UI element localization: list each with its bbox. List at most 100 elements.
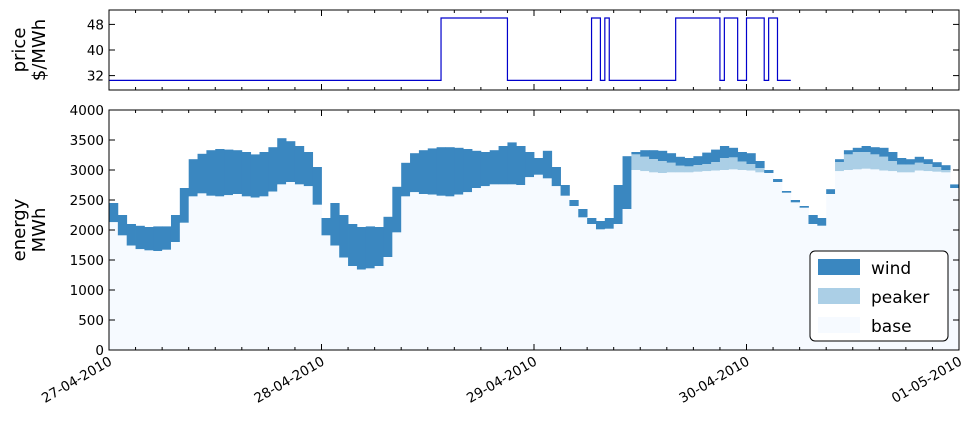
wind-bar [232,150,243,194]
wind-bar [719,146,730,158]
legend-label-base: base [871,317,912,337]
energy-y-tick-labels: 0 500 1000 1500 2000 2500 3000 3500 4000 [70,103,104,359]
wind-bar [197,153,207,194]
energy-x-tick-label: 30-04-2010 [677,354,753,407]
base-bar [534,174,544,350]
wind-bar [764,170,774,173]
wind-bar [640,150,650,157]
wind-bar [144,227,154,251]
wind-bar [507,142,517,185]
wind-bar [472,150,482,188]
base-bar [418,194,429,350]
base-bar [622,209,632,350]
wind-bar [427,148,437,195]
peaker-bar [675,165,685,173]
wind-bar [109,203,119,223]
base-bar [719,170,730,350]
base-bar [560,195,570,350]
price-y-tick-label: 48 [87,17,104,33]
base-bar [525,177,535,350]
wind-bar [463,149,473,193]
wind-bar [622,156,632,209]
base-bar [374,266,384,350]
wind-bar [773,179,783,182]
base-bar [250,197,260,350]
wind-bar [728,147,739,158]
base-bar [498,184,508,350]
wind-bar [259,152,269,197]
base-bar [135,249,145,350]
wind-bar [126,224,136,246]
wind-bar [604,218,615,229]
wind-bar [188,159,198,197]
wind-bar [534,158,544,175]
price-y-tick-labels: 32 40 48 [87,17,104,84]
base-bar [728,169,739,350]
peaker-bar [719,158,730,170]
energy-y-tick-label: 1500 [70,253,104,269]
wind-bar [241,152,252,197]
energy-y-tick-label: 3000 [70,163,104,179]
wind-bar [480,152,491,187]
peaker-bar [711,162,721,171]
energy-x-tick-label: 29-04-2010 [464,354,540,407]
wind-bar [117,215,128,236]
peaker-bar [746,164,756,171]
base-bar [268,191,278,350]
base-bar [427,194,437,350]
legend-swatch-peaker [818,288,860,304]
wind-bar [666,153,677,163]
base-bar [224,195,234,350]
wind-bar [649,150,659,160]
wind-bar [206,150,216,196]
peaker-bar [870,154,880,170]
energy-x-tick-label: 27-04-2010 [39,354,115,407]
base-bar [711,170,721,350]
wind-bar [746,153,756,164]
wind-bar [286,141,296,182]
base-bar [463,192,473,350]
base-bar [649,172,659,350]
legend-swatch-wind [818,259,860,275]
base-bar [799,207,809,350]
legend: wind peaker base [809,250,949,342]
energy-y-tick-label: 500 [78,313,104,329]
wind-bar [781,191,792,193]
price-panel: 32 40 48 price $/MWh [9,9,960,91]
price-ylabel-line2: $/MWh [29,19,50,81]
wind-bar [870,147,880,155]
base-bar [790,202,801,350]
base-bar [666,172,677,350]
base-bar [587,224,597,350]
wind-bar [675,156,685,166]
price-y-tick-label: 40 [87,43,104,59]
price-ticks [108,10,960,90]
base-bar [392,232,402,350]
energy-y-tick-label: 2000 [70,223,104,239]
wind-bar [808,215,818,224]
wind-bar [905,159,916,165]
wind-bar [162,226,172,250]
base-bar [170,242,181,350]
energy-x-tick-label: 01-05-2010 [889,354,965,407]
energy-x-tick-label: 28-04-2010 [252,354,328,407]
base-bar [472,188,482,350]
wind-bar [401,162,411,197]
base-bar [321,235,331,350]
base-bar [950,188,960,350]
wind-bar [250,154,260,198]
base-bar [737,170,747,350]
legend-swatch-base [818,317,860,333]
energy-ylabel-line2: MWh [29,208,50,253]
peaker-bar [666,162,677,173]
base-bar [489,184,499,350]
price-frame [108,9,960,91]
base-bar [551,186,561,350]
peaker-bar [852,152,862,170]
energy-panel: 0 500 1000 1500 2000 2500 3000 3500 4000 27-04-2… [9,103,965,407]
wind-bar [835,159,845,163]
base-bar [117,235,128,350]
base-bar [542,178,553,350]
wind-bar [941,165,951,170]
